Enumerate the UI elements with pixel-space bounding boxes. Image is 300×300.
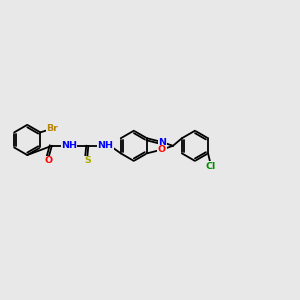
Text: Cl: Cl [206,162,216,171]
Text: NH: NH [98,141,113,150]
Text: O: O [45,156,53,165]
Text: Br: Br [46,124,58,133]
Text: N: N [158,137,166,146]
Text: O: O [158,145,166,154]
Text: S: S [84,156,91,165]
Text: NH: NH [61,141,77,150]
